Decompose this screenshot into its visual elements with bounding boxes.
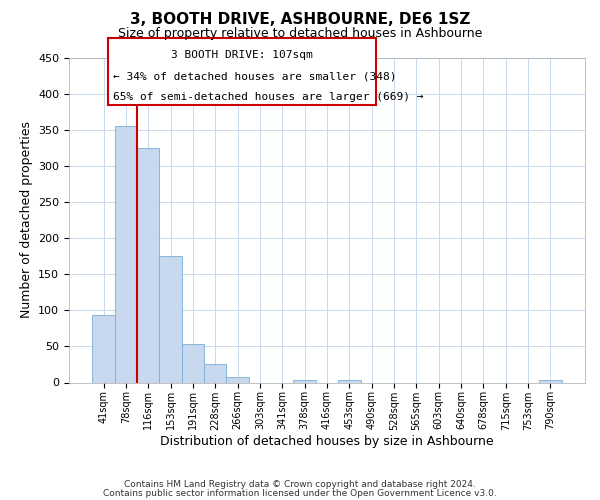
Text: Contains public sector information licensed under the Open Government Licence v3: Contains public sector information licen…	[103, 489, 497, 498]
X-axis label: Distribution of detached houses by size in Ashbourne: Distribution of detached houses by size …	[160, 435, 494, 448]
Bar	[293, 380, 316, 382]
Bar	[338, 380, 361, 382]
Text: Size of property relative to detached houses in Ashbourne: Size of property relative to detached ho…	[118, 28, 482, 40]
Bar	[137, 148, 160, 382]
Text: 3, BOOTH DRIVE, ASHBOURNE, DE6 1SZ: 3, BOOTH DRIVE, ASHBOURNE, DE6 1SZ	[130, 12, 470, 28]
Text: 3 BOOTH DRIVE: 107sqm: 3 BOOTH DRIVE: 107sqm	[171, 50, 313, 59]
Text: Contains HM Land Registry data © Crown copyright and database right 2024.: Contains HM Land Registry data © Crown c…	[124, 480, 476, 489]
FancyBboxPatch shape	[108, 38, 376, 104]
Bar	[92, 316, 115, 382]
Y-axis label: Number of detached properties: Number of detached properties	[20, 122, 32, 318]
Text: ← 34% of detached houses are smaller (348): ← 34% of detached houses are smaller (34…	[113, 72, 397, 82]
Bar	[539, 380, 562, 382]
Bar	[115, 126, 137, 382]
Bar	[182, 344, 204, 383]
Bar	[204, 364, 226, 382]
Bar	[160, 256, 182, 382]
Text: 65% of semi-detached houses are larger (669) →: 65% of semi-detached houses are larger (…	[113, 92, 424, 102]
Bar	[226, 376, 249, 382]
